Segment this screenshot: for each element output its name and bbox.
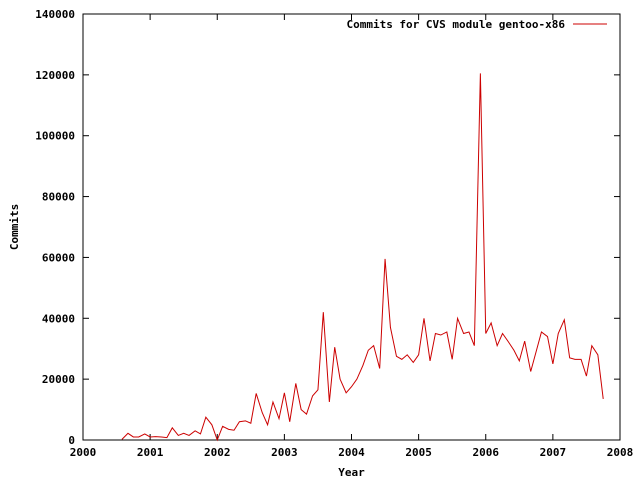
y-tick-label: 20000	[42, 373, 75, 386]
y-tick-label: 60000	[42, 251, 75, 264]
legend-label: Commits for CVS module gentoo-x86	[346, 18, 565, 31]
x-tick-label: 2001	[137, 446, 164, 459]
y-tick-label: 120000	[35, 69, 75, 82]
x-tick-label: 2008	[607, 446, 634, 459]
legend: Commits for CVS module gentoo-x86	[346, 18, 607, 31]
x-tick-label: 2006	[473, 446, 500, 459]
y-axis-label: Commits	[8, 204, 21, 250]
x-tick-label: 2007	[540, 446, 567, 459]
y-tick-label: 40000	[42, 312, 75, 325]
x-tick-label: 2002	[204, 446, 231, 459]
y-tick-label: 100000	[35, 130, 75, 143]
x-tick-label: 2000	[70, 446, 97, 459]
y-tick-label: 80000	[42, 191, 75, 204]
plot-frame	[82, 13, 621, 441]
x-tick-label: 2004	[338, 446, 365, 459]
y-tick-label: 0	[68, 434, 75, 447]
series-layer	[121, 73, 604, 442]
series-line	[121, 73, 604, 442]
x-tick-label: 2005	[405, 446, 432, 459]
y-axis-ticks: 0 20000 40000 60000 80000 100000 120000 140000	[35, 8, 620, 447]
x-axis-ticks: 2000 2001 2002 2003 2004 2005 2006 2007 2008	[70, 14, 634, 459]
x-axis-label: Year	[338, 466, 365, 479]
x-tick-label: 2003	[271, 446, 298, 459]
y-tick-label: 140000	[35, 8, 75, 21]
